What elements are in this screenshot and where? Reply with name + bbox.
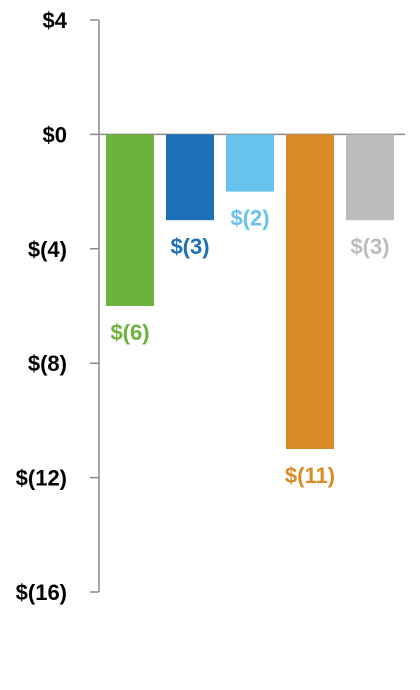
bar-value-label: $(2) [230,206,269,231]
data-labels-group: $(6) $(3) $(2) $(11) $(3) [110,206,389,488]
bars-group [106,134,394,449]
y-tick-label: $(12) [16,466,67,491]
y-tick-label: $(16) [16,580,67,605]
y-axis-ticks: $4 $0 $(4) $(8) $(12) $(16) [16,8,99,605]
bar-value-label: $(3) [350,234,389,259]
y-tick-label: $(4) [28,237,67,262]
bar [286,134,334,449]
bar-value-label: $(3) [170,234,209,259]
bar [166,134,214,221]
y-tick-label: $0 [43,122,67,147]
y-tick-label: $4 [43,8,68,33]
bar-value-label: $(6) [110,320,149,345]
bar [346,134,394,221]
bar [226,134,274,192]
bar-value-label: $(11) [285,463,335,488]
y-tick-label: $(8) [28,351,67,376]
bar [106,134,154,306]
